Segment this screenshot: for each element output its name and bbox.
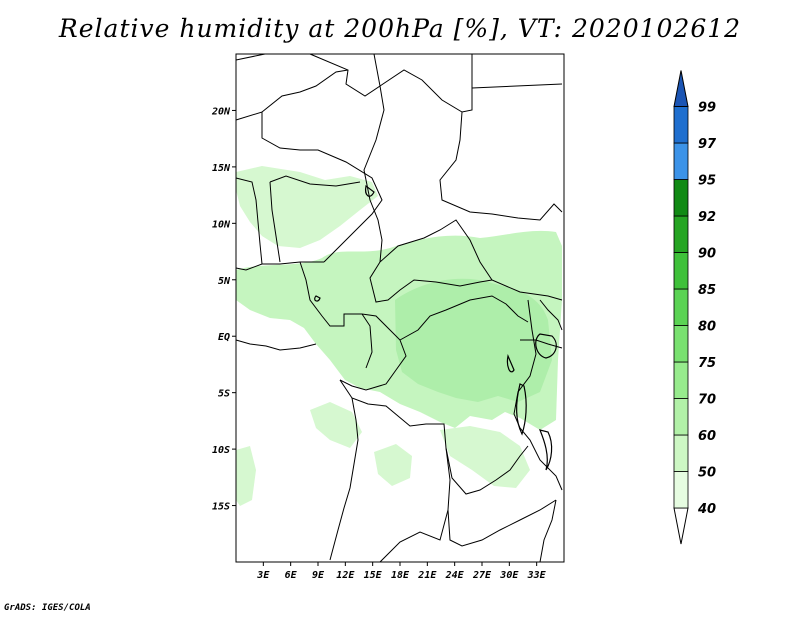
lon-tick-label: 15E [364, 570, 383, 581]
colorbar-label: 40 [697, 502, 716, 517]
colorbar-label: 60 [698, 429, 716, 444]
colorbar-segment [673, 70, 689, 107]
colorbar-segment [673, 215, 689, 253]
colorbar-segment [673, 361, 689, 399]
colorbar-segment [673, 398, 689, 436]
lat-tick-label: 5N [218, 276, 231, 287]
lon-tick-label: 21E [417, 570, 437, 581]
lat-tick-label: 5S [218, 389, 230, 400]
colorbar-segment [673, 252, 689, 290]
colorbar-label: 90 [698, 247, 716, 262]
colorbar-label: 95 [698, 174, 716, 189]
lon-tick-label: 9E [312, 570, 325, 581]
lon-tick-label: 6E [285, 570, 298, 581]
lat-tick-label: 15N [212, 163, 231, 174]
colorbar-label: 70 [698, 393, 716, 408]
colorbar-segment [673, 325, 689, 363]
humidity-region-coast [236, 446, 256, 506]
grads-credit: GrADS: IGES/COLA [4, 603, 91, 613]
humidity-region-southwest [374, 444, 412, 486]
lat-tick-label: 10S [212, 445, 230, 456]
longitude-axis: 3E 6E 9E 12E 15E 18E 21E 24E 27E 30E 33E [256, 562, 547, 581]
colorbar-label: 97 [698, 137, 717, 152]
humidity-field [236, 166, 562, 506]
lon-tick-label: 33E [527, 570, 547, 581]
colorbar-label: 50 [698, 466, 716, 481]
latitude-axis: 20N 15N 10N 5N EQ 5S 10S 15S [211, 106, 236, 513]
lat-tick-label: 15S [212, 502, 230, 513]
colorbar-label: 85 [698, 283, 716, 298]
colorbar-label: 75 [698, 356, 716, 371]
colorbar-segment [673, 434, 689, 472]
colorbar-segment [673, 179, 689, 217]
chart-title: Relative humidity at 200hPa [%], VT: 202… [58, 14, 742, 43]
colorbar-segment [673, 471, 689, 509]
colorbar-label: 99 [698, 101, 716, 116]
lon-tick-label: 18E [391, 570, 410, 581]
lat-tick-label: EQ [218, 332, 230, 343]
colorbar-segment [673, 106, 689, 144]
lat-tick-label: 10N [212, 219, 231, 230]
lon-tick-label: 3E [256, 570, 270, 581]
lon-tick-label: 12E [336, 570, 355, 581]
colorbar-label: 92 [698, 210, 716, 225]
colorbar-segment [673, 142, 689, 180]
lon-tick-label: 24E [445, 570, 465, 581]
humidity-region-north [236, 166, 378, 248]
lakes [314, 184, 557, 471]
humidity-region-south [310, 402, 362, 448]
colorbar: 40 50 60 70 75 80 85 90 92 95 97 99 [673, 70, 717, 545]
colorbar-segment [673, 507, 689, 545]
lat-tick-label: 20N [211, 106, 231, 117]
lon-tick-label: 27E [472, 570, 492, 581]
colorbar-label: 80 [698, 320, 716, 335]
lon-tick-label: 30E [499, 570, 519, 581]
humidity-region-southeast [440, 426, 530, 488]
colorbar-segment [673, 288, 689, 326]
country-borders [235, 53, 563, 563]
